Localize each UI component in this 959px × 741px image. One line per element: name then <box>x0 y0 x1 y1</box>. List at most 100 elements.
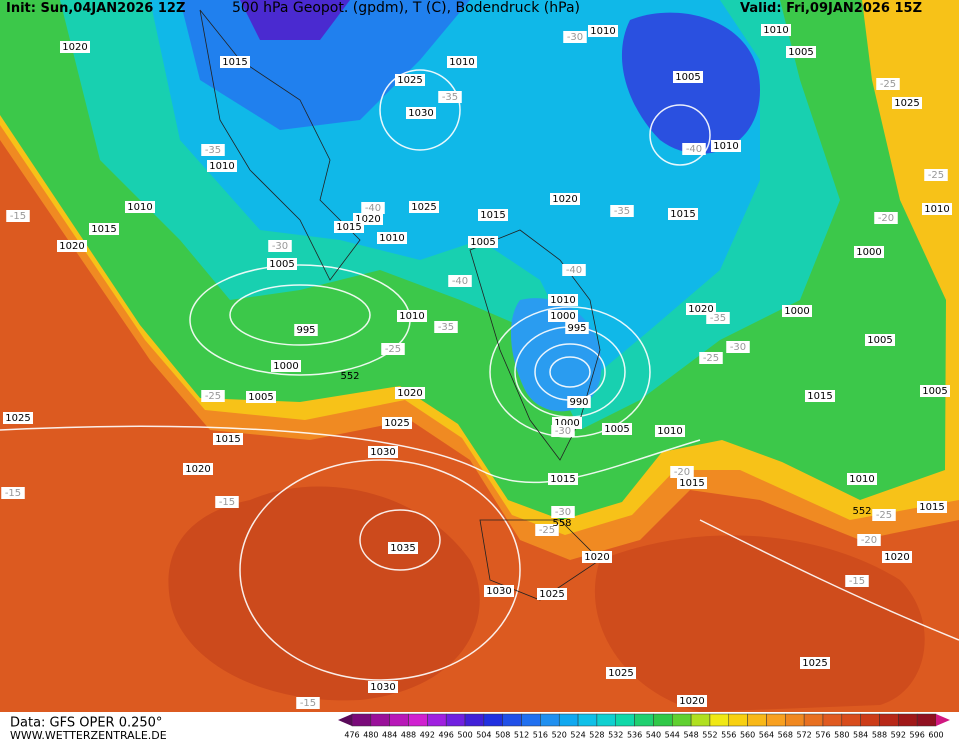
scale-label: 572 <box>796 731 811 740</box>
isotherm-label: -25 <box>928 170 944 181</box>
scale-label: 520 <box>552 731 567 740</box>
isobar-label-box <box>537 588 567 600</box>
isobar-label-box <box>213 433 243 445</box>
scale-label: 584 <box>853 731 868 740</box>
isotherm-label: -40 <box>365 203 381 214</box>
scale-box <box>822 713 843 727</box>
scale-label: 524 <box>570 731 585 740</box>
scale-label: 564 <box>759 731 774 740</box>
valid-time: Valid: Fri,09JAN2026 15Z <box>740 1 922 16</box>
scale-label: 548 <box>683 731 698 740</box>
isobar-label: 1020 <box>355 214 380 225</box>
isotherm-label: -25 <box>703 353 719 364</box>
isobar-label-box <box>854 246 884 258</box>
isobar-label-box <box>395 387 425 399</box>
isotherm-label: -30 <box>555 507 571 518</box>
isobar-label-box <box>882 551 912 563</box>
scale-label: 588 <box>872 731 887 740</box>
scale-box <box>785 713 805 727</box>
isotherm-label-box <box>670 466 694 478</box>
isobar-label: 1010 <box>849 474 874 485</box>
isobar-label: 1010 <box>713 141 738 152</box>
isobar-label: 1005 <box>269 259 294 270</box>
scale-label: 504 <box>476 731 491 740</box>
isotherm-label: -15 <box>219 497 235 508</box>
isotherm-label: -15 <box>5 488 21 499</box>
scale-box <box>690 713 711 727</box>
scale-label: 576 <box>815 731 830 740</box>
scale-label: 532 <box>608 731 623 740</box>
scale-arrow <box>936 714 950 726</box>
isobar-label: 1015 <box>550 474 575 485</box>
isotherm-label-box <box>551 506 575 518</box>
isotherm-label-box <box>448 275 472 287</box>
isobar-label: 1020 <box>688 304 713 315</box>
isobar-label-box <box>565 322 589 334</box>
scale-label: 508 <box>495 731 510 740</box>
isobar-label: 1020 <box>584 552 609 563</box>
isobar-label: 1000 <box>856 247 881 258</box>
isobar-label-box <box>409 201 439 213</box>
isobar-label-box <box>677 695 707 707</box>
scale-arrow <box>338 714 352 726</box>
isobar-label-box <box>183 463 213 475</box>
isobar-label: 1020 <box>397 388 422 399</box>
isotherm-label: -35 <box>205 145 221 156</box>
isobar-label-box <box>711 140 741 152</box>
isobar-label-box <box>548 310 578 322</box>
init-time: Init: Sun,04JAN2026 12Z <box>6 1 185 16</box>
isobar-label: 1000 <box>554 418 579 429</box>
isotherm-label-box <box>872 509 896 521</box>
isobar-label-box <box>673 71 703 83</box>
scale-label: 540 <box>646 731 661 740</box>
isotherm-label-box <box>874 212 898 224</box>
isobar-label: 1020 <box>62 42 87 53</box>
isotherm-label-box <box>876 78 900 90</box>
isobar-label: 1010 <box>550 295 575 306</box>
scale-box <box>596 713 616 727</box>
isobar-label-box <box>447 56 477 68</box>
scale-box <box>521 713 541 727</box>
isobar-label-box <box>368 446 398 458</box>
isobar-label-box <box>668 208 698 220</box>
isotherm-label-box <box>438 91 462 103</box>
isotherm-label-box <box>682 143 706 155</box>
isobar-label-box <box>548 473 578 485</box>
isobar-label: 1005 <box>675 72 700 83</box>
isotherm-label: -40 <box>686 144 702 155</box>
scale-label: 516 <box>533 731 548 740</box>
scale-box <box>615 713 635 727</box>
isobar-label: 1020 <box>884 552 909 563</box>
isobar-label: 1000 <box>273 361 298 372</box>
isobar-label-box <box>57 240 87 252</box>
isobar-label-box <box>368 681 398 693</box>
geopotential-label: 552 <box>340 371 359 382</box>
isotherm-label-box <box>699 352 723 364</box>
isotherm-label-box <box>726 341 750 353</box>
isotherm-label-box <box>551 425 575 437</box>
isobar-label: 1025 <box>894 98 919 109</box>
scale-label: 476 <box>344 731 359 740</box>
isotherm-label-box <box>924 169 948 181</box>
isotherm-label: -20 <box>861 535 877 546</box>
isotherm-label: -40 <box>452 276 468 287</box>
isotherm-label: -35 <box>442 92 458 103</box>
scale-box <box>540 713 560 727</box>
isobar-label-box <box>3 412 33 424</box>
isotherm-label: -30 <box>567 32 583 43</box>
isobar-label: 1015 <box>222 57 247 68</box>
scale-label: 480 <box>363 731 378 740</box>
isobar-label: 1025 <box>5 413 30 424</box>
isotherm-label: -30 <box>730 342 746 353</box>
isotherm-label: -25 <box>539 525 555 536</box>
scale-box <box>445 713 466 727</box>
isobar-label-box <box>377 232 407 244</box>
scale-box <box>389 713 409 727</box>
isobar-label: 995 <box>567 323 586 334</box>
isotherm-label: -30 <box>555 426 571 437</box>
isobar-label-box <box>892 97 922 109</box>
isobar-label-box <box>388 542 418 554</box>
map-title: 500 hPa Geopot. (gpdm), T (C), Bodendruc… <box>232 0 580 16</box>
isobar-label: 1010 <box>449 57 474 68</box>
isobar-label: 1005 <box>470 237 495 248</box>
